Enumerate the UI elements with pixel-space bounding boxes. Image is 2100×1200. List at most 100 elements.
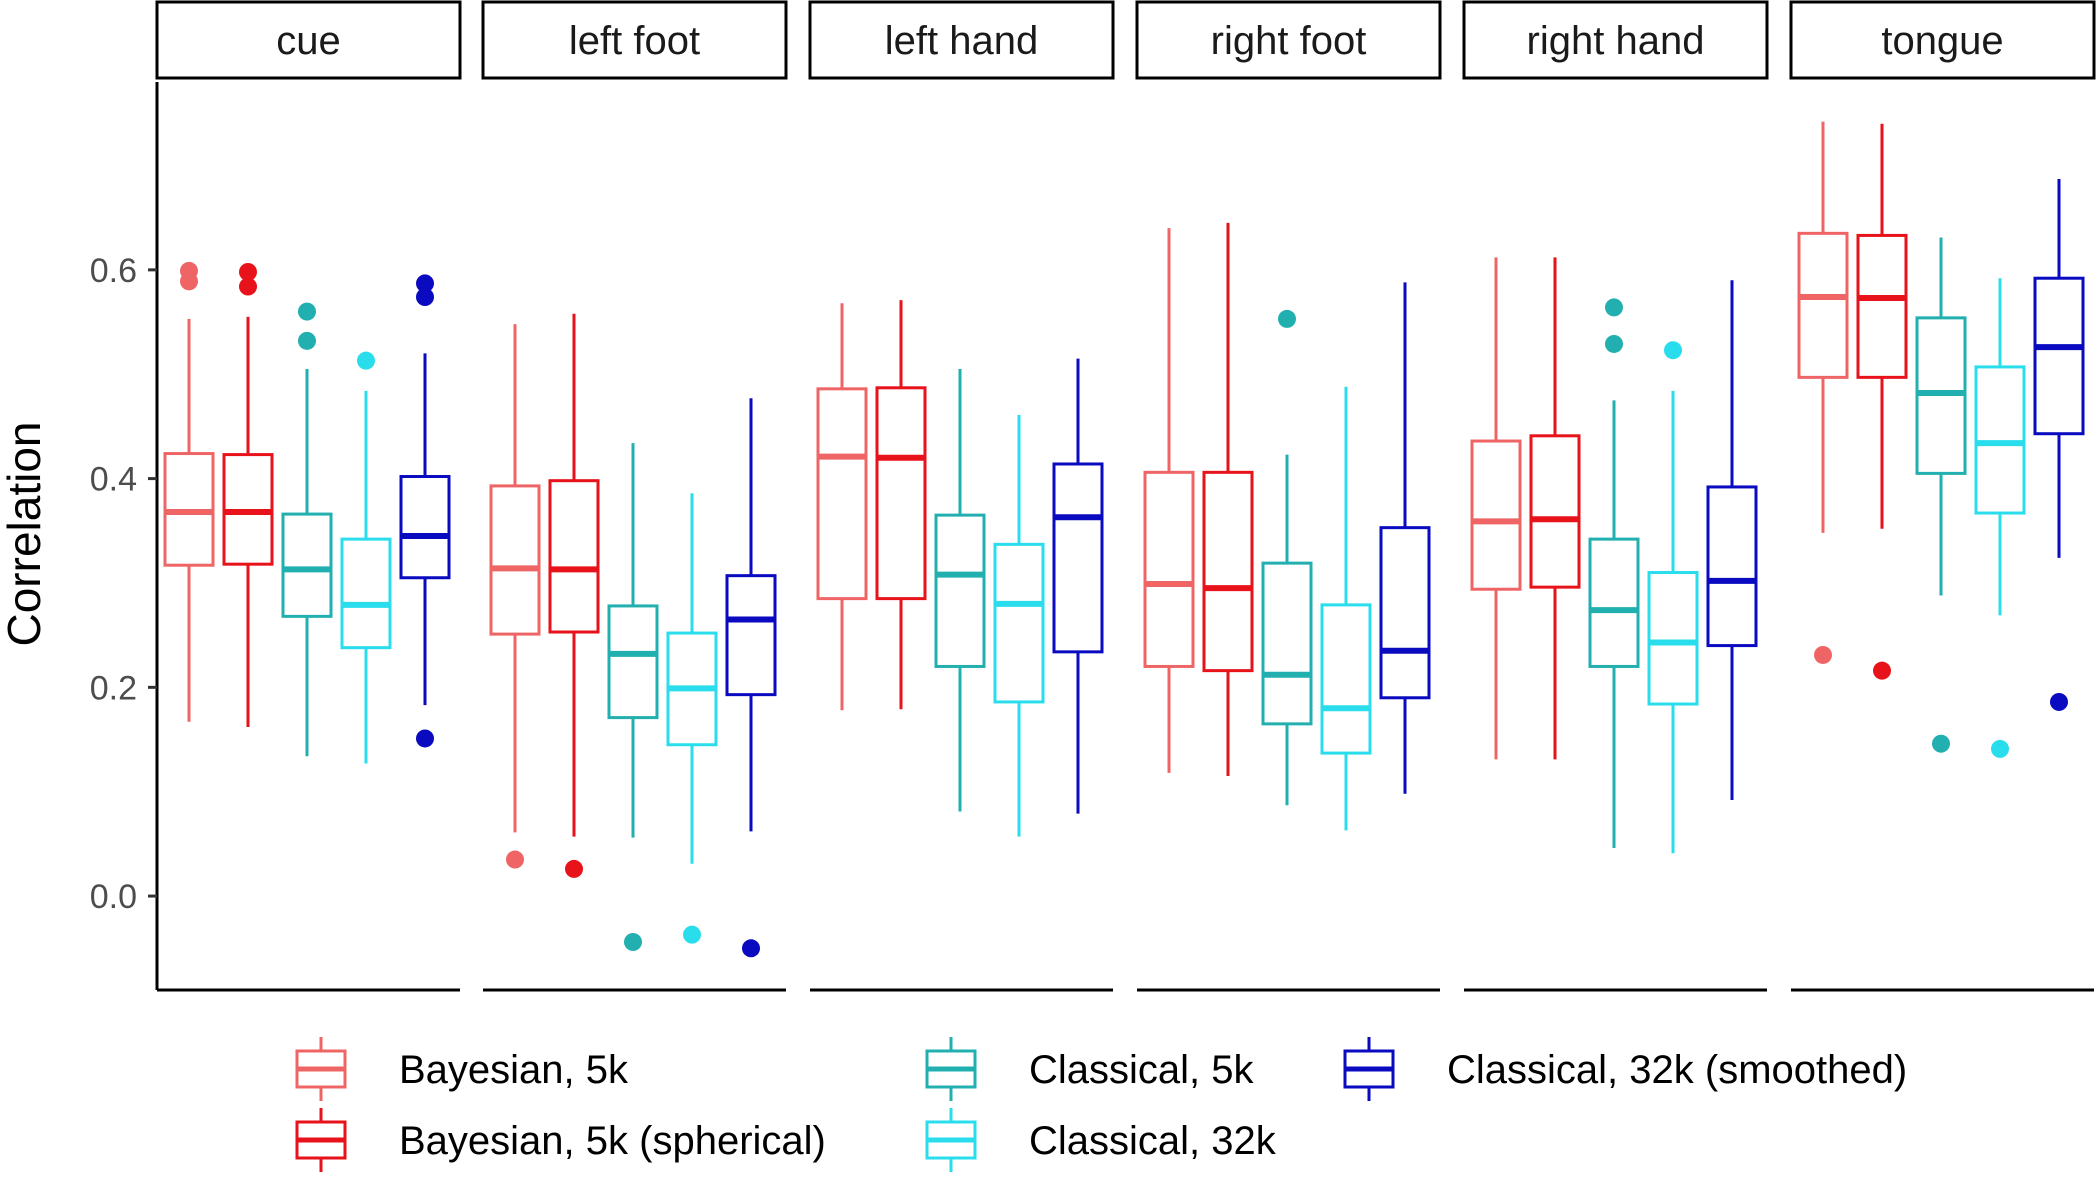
box-body [1379, 526, 1431, 700]
outlier-point [357, 351, 375, 370]
outlier-point [1605, 298, 1623, 317]
facet-strip-label: right foot [1211, 19, 1367, 63]
outlier-point [416, 274, 434, 293]
box-4-4 [1706, 280, 1758, 801]
box-body [1529, 434, 1581, 589]
box-body [1052, 462, 1104, 654]
outlier-point [1991, 739, 2009, 758]
outlier-point [180, 261, 198, 280]
legend-label: Classical, 32k [1029, 1119, 1277, 1163]
outlier-point [1664, 341, 1682, 360]
box-1-2 [607, 443, 659, 951]
box-0-3 [340, 351, 392, 764]
legend-item: Classical, 32k (smoothed) [1343, 1037, 1907, 1101]
box-body [993, 542, 1045, 704]
box-5-2 [1915, 237, 1967, 753]
outlier-point [624, 932, 642, 951]
box-5-4 [2033, 179, 2085, 711]
box-body [875, 386, 927, 601]
legend-key [925, 1037, 977, 1101]
box-5-3 [1974, 278, 2026, 758]
legend-item: Classical, 32k [925, 1108, 1277, 1172]
outlier-point [298, 331, 316, 350]
box-body [725, 574, 777, 697]
facet-strip-label: right hand [1527, 19, 1705, 63]
legend-label: Bayesian, 5k [399, 1048, 629, 1092]
facet-strip-box [1462, 0, 1769, 80]
y-tick-label: 0.0 [90, 878, 137, 916]
box-4-3 [1647, 341, 1699, 854]
box-1-0 [489, 324, 541, 869]
legend-label: Classical, 5k [1029, 1048, 1255, 1092]
facet-strip-box [481, 0, 788, 80]
y-tick-label: 0.6 [90, 252, 137, 290]
box-body [1470, 439, 1522, 591]
legend-label: Bayesian, 5k (spherical) [399, 1119, 826, 1163]
outlier-point [1605, 334, 1623, 353]
box-body [1706, 485, 1758, 648]
legend-key [295, 1037, 347, 1101]
outlier-point [1814, 645, 1832, 664]
facet-strip-label: left hand [885, 19, 1038, 63]
facet-strip-label: tongue [1881, 19, 2003, 63]
facet-strip-box [808, 0, 1115, 80]
box-body [1320, 603, 1372, 755]
box-body [489, 484, 541, 636]
outlier-point [565, 859, 583, 878]
box-body [399, 475, 451, 580]
facet-strip-label: cue [276, 19, 341, 63]
box-2-4 [1052, 358, 1104, 814]
box-2-1 [875, 300, 927, 710]
legend: Bayesian, 5k Bayesian, 5k (spherical) Clas… [295, 1037, 1907, 1172]
box-body [816, 387, 868, 601]
facet-strip-box [155, 0, 462, 80]
legend-key [295, 1108, 347, 1172]
box-3-1 [1202, 222, 1254, 777]
box-5-1 [1856, 123, 1908, 680]
outlier-point [239, 277, 257, 296]
box-4-2 [1588, 298, 1640, 849]
outlier-point [239, 262, 257, 281]
outlier-point [416, 729, 434, 748]
y-axis-title: Correlation [0, 422, 50, 647]
box-1-1 [548, 313, 600, 878]
box-3-4 [1379, 282, 1431, 794]
box-3-3 [1320, 386, 1372, 831]
box-0-4 [399, 274, 451, 748]
box-4-1 [1529, 257, 1581, 760]
legend-item: Classical, 5k [925, 1037, 1255, 1101]
legend-key [1343, 1037, 1395, 1101]
outlier-point [1932, 734, 1950, 753]
box-body [1202, 470, 1254, 673]
box-2-3 [993, 414, 1045, 837]
y-tick-label: 0.4 [90, 461, 137, 499]
y-tick-label: 0.2 [90, 669, 137, 707]
box-body [281, 512, 333, 618]
legend-label: Classical, 32k (smoothed) [1447, 1048, 1907, 1092]
facet-strips: cue left foot left hand right foot right han… [155, 0, 2096, 80]
box-body [340, 537, 392, 650]
axes: 0.0 0.2 0.4 0.6 [90, 82, 2094, 992]
box-body [1261, 561, 1313, 726]
legend-item: Bayesian, 5k [295, 1037, 629, 1101]
box-body [607, 604, 659, 720]
box-2-2 [934, 369, 986, 812]
outlier-point [506, 850, 524, 869]
box-body [1856, 233, 1908, 379]
outlier-point [298, 302, 316, 321]
outlier-point [2050, 692, 2068, 711]
facet-strip-label: left foot [569, 19, 700, 63]
box-3-2 [1261, 309, 1313, 806]
box-layer [163, 121, 2085, 958]
box-body [548, 479, 600, 634]
outlier-point [1873, 661, 1891, 680]
outlier-point [1278, 309, 1296, 328]
box-body [2033, 276, 2085, 436]
facet-strip-box [1789, 0, 2096, 80]
box-body [1647, 571, 1699, 706]
box-0-1 [222, 262, 274, 727]
outlier-point [742, 939, 760, 958]
box-3-0 [1143, 228, 1195, 773]
box-2-0 [816, 303, 868, 711]
